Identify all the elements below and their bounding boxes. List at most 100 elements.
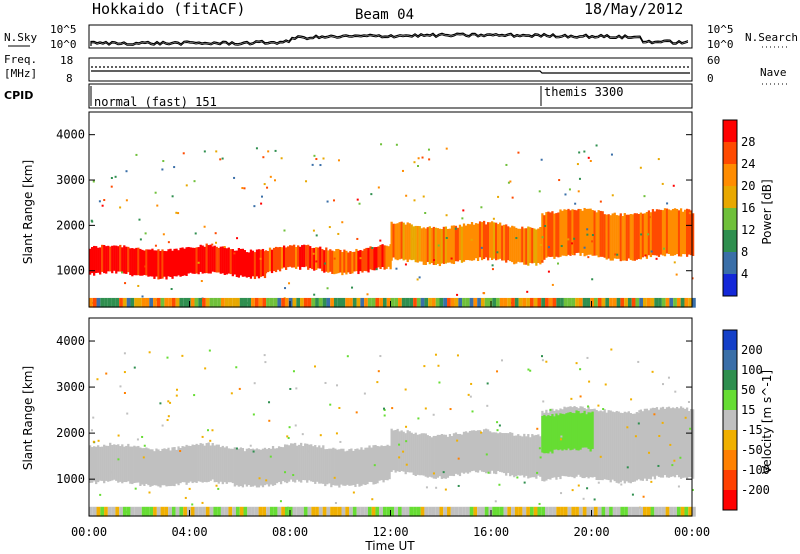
echo-cell <box>344 451 347 486</box>
echo-cell <box>153 250 156 279</box>
echo-cell <box>243 187 246 190</box>
echo-cell <box>539 243 542 246</box>
echo-cell <box>639 506 644 517</box>
echo-cell <box>484 506 489 517</box>
echo-cell <box>402 222 405 261</box>
echo-cell <box>560 435 563 438</box>
echo-cell <box>644 254 647 257</box>
echo-cell <box>558 179 561 182</box>
echo-cell <box>223 247 226 275</box>
echo-cell <box>380 445 383 481</box>
echo-cell <box>687 410 691 478</box>
echo-cell <box>442 434 446 479</box>
echo-cell <box>398 222 401 260</box>
echo-cell <box>113 245 116 271</box>
echo-cell <box>496 297 500 308</box>
echo-cell <box>570 397 573 400</box>
echo-cell <box>420 433 423 476</box>
echo-cell <box>149 249 152 277</box>
echo-cell <box>363 392 366 395</box>
echo-cell <box>511 225 514 263</box>
echo-cell <box>137 247 140 276</box>
echo-cell <box>497 195 500 198</box>
colorbar-swatch <box>723 470 737 490</box>
echo-cell <box>505 224 508 263</box>
echo-cell <box>333 257 336 260</box>
echo-cell <box>394 506 399 517</box>
echo-cell <box>93 245 96 276</box>
echo-cell <box>92 416 95 419</box>
echo-cell <box>371 297 376 308</box>
echo-cell <box>207 245 210 274</box>
echo-cell <box>574 202 577 205</box>
echo-cell <box>507 181 510 184</box>
xtick-label: 08:00 <box>272 525 308 539</box>
echo-cell <box>620 297 625 308</box>
echo-cell <box>89 248 92 275</box>
echo-cell <box>605 214 608 260</box>
echo-cell <box>583 207 586 257</box>
echo-cell <box>533 435 536 478</box>
echo-cell <box>575 506 579 517</box>
echo-cell <box>575 297 579 308</box>
echo-cell <box>91 447 94 483</box>
echo-cell <box>498 424 501 427</box>
echo-cell <box>605 230 608 233</box>
echo-cell <box>661 297 666 308</box>
echo-cell <box>586 487 589 490</box>
power-panel <box>88 111 693 308</box>
echo-cell <box>271 445 275 486</box>
echo-cell <box>377 186 380 189</box>
echo-cell <box>123 392 126 395</box>
echo-cell <box>501 433 504 473</box>
echo-cell <box>373 464 376 467</box>
echo-cell <box>548 297 553 308</box>
echo-cell <box>642 495 645 498</box>
echo-cell <box>267 460 270 463</box>
echo-cell <box>593 498 596 501</box>
echo-cell <box>233 250 236 275</box>
echo-cell <box>233 252 236 255</box>
echo-cell <box>157 249 160 280</box>
echo-cell <box>215 444 218 483</box>
echo-cell <box>480 506 485 517</box>
echo-cell <box>341 297 346 308</box>
echo-cell <box>484 224 488 258</box>
echo-cell <box>189 446 192 482</box>
echo-cell <box>360 297 365 308</box>
echo-cell <box>379 297 383 308</box>
echo-cell <box>324 381 327 384</box>
echo-cell <box>284 471 287 474</box>
echo-cell <box>445 236 448 239</box>
echo-cell <box>561 413 564 451</box>
echo-cell <box>355 411 358 414</box>
echo-cell <box>612 297 617 308</box>
echo-cell <box>329 249 332 272</box>
echo-cell <box>480 246 483 249</box>
colorbar-frame <box>722 119 738 297</box>
echo-cell <box>405 506 410 517</box>
echo-cell <box>362 449 365 485</box>
echo-cell <box>496 370 499 373</box>
echo-cell <box>191 444 194 484</box>
echo-cell <box>401 297 406 308</box>
echo-cell <box>96 297 101 308</box>
echo-cell <box>603 409 606 480</box>
echo-cell <box>434 227 437 266</box>
echo-cell <box>360 506 365 517</box>
echo-cell <box>572 253 575 256</box>
echo-cell <box>669 210 673 256</box>
echo-cell <box>416 506 421 517</box>
echo-cell <box>470 430 474 472</box>
echo-cell <box>681 407 685 478</box>
echo-cell <box>601 411 604 481</box>
echo-cell <box>646 297 651 308</box>
echo-cell <box>390 297 395 308</box>
echo-cell <box>527 434 530 479</box>
echo-cell <box>105 246 108 274</box>
echo-cell <box>661 506 666 517</box>
echo-cell <box>101 204 104 207</box>
echo-cell <box>472 224 476 261</box>
echo-cell <box>268 419 271 422</box>
echo-cell <box>564 193 567 196</box>
